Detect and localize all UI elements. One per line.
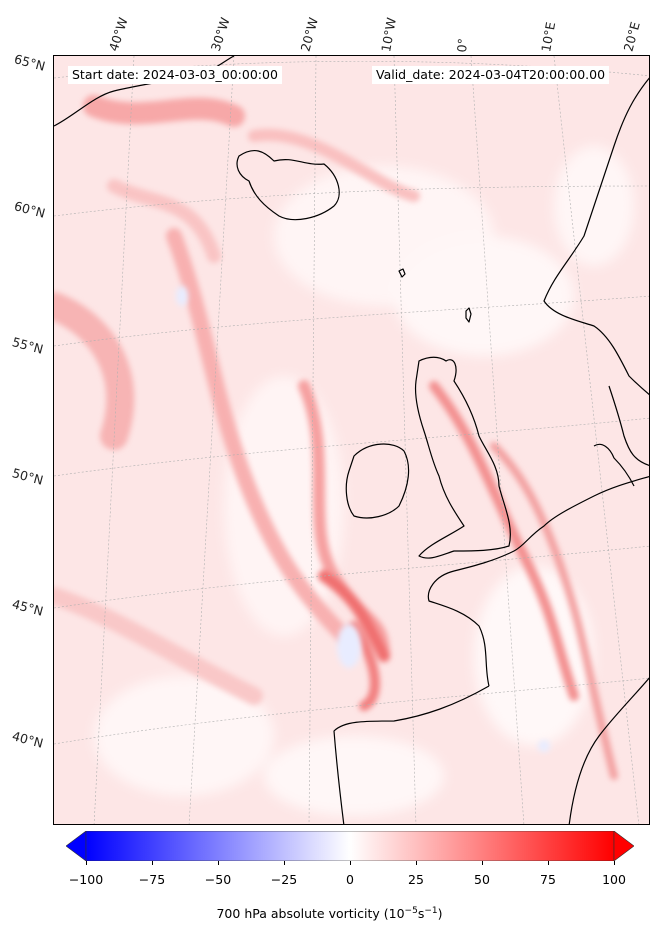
lon-label-10e: 10°E <box>538 20 559 53</box>
lon-label-0: 0° <box>454 37 471 53</box>
valid-date-label: Valid_date: 2024-03-04T20:00:00.00 <box>372 66 610 84</box>
cb-tick-label: 0 <box>346 872 354 887</box>
denmark-coast <box>608 385 649 466</box>
lon-label-10w: 10°W <box>378 16 399 53</box>
negative-vorticity-patches <box>176 286 550 752</box>
start-date-label: Start date: 2024-03-03_00:00:00 <box>68 66 282 84</box>
cb-tick-label: 100 <box>602 872 626 887</box>
cb-tick-label: 25 <box>408 872 424 887</box>
great-britain-coast <box>414 356 511 559</box>
cb-tick-label: −75 <box>138 872 166 887</box>
norway-coast <box>543 77 649 396</box>
iberia-north-coast <box>333 685 490 824</box>
iceland-coast <box>236 149 340 221</box>
cb-tick-label: 75 <box>540 872 556 887</box>
lat-label-45n: 45°N <box>10 596 45 619</box>
cb-tickmark <box>86 861 87 865</box>
colorbar-label-mid: s <box>417 906 425 922</box>
cb-tickmark <box>284 861 285 865</box>
sweden-coast <box>593 443 635 487</box>
cb-tick-label: 50 <box>474 872 490 887</box>
colorbar-min-extend <box>66 831 87 861</box>
colorbar-label-exp2: −1 <box>424 906 438 916</box>
cb-tickmark <box>350 861 351 865</box>
lon-label-20e: 20°E <box>620 20 643 54</box>
lat-label-50n: 50°N <box>10 465 45 488</box>
lon-label-40w: 40°W <box>105 15 131 53</box>
cb-tickmark <box>548 861 549 865</box>
colorbar-max-extend <box>613 831 634 861</box>
colorbar <box>66 831 634 861</box>
map-panel <box>53 55 650 825</box>
cb-tick-label: −50 <box>204 872 232 887</box>
lat-label-65n: 65°N <box>12 51 47 74</box>
ireland-coast <box>345 443 410 519</box>
mediterranean-coast <box>568 677 649 824</box>
lat-label-40n: 40°N <box>10 728 45 751</box>
shetland-islands <box>465 307 472 323</box>
continental-coast <box>427 475 649 687</box>
colorbar-gradient <box>85 831 615 861</box>
lon-label-20w: 20°W <box>297 15 321 53</box>
colorbar-label: 700 hPa absolute vorticity (10−5s−1) <box>0 906 659 921</box>
cb-tick-label: −100 <box>68 872 104 887</box>
lon-label-30w: 30°W <box>207 15 233 53</box>
vorticity-bands <box>54 95 618 780</box>
faroe-islands <box>398 268 406 278</box>
colorbar-label-exp1: −5 <box>404 906 418 916</box>
cb-tickmark <box>218 861 219 865</box>
colorbar-label-end: ) <box>437 906 443 922</box>
cb-tick-label: −25 <box>270 872 298 887</box>
colorbar-label-text: 700 hPa absolute vorticity (10 <box>216 906 405 922</box>
cb-tickmark <box>152 861 153 865</box>
cb-tickmark <box>614 861 615 865</box>
lat-label-60n: 60°N <box>12 198 47 221</box>
vorticity-map <box>54 56 649 824</box>
cb-tickmark <box>482 861 483 865</box>
graticule <box>54 56 649 824</box>
lat-label-55n: 55°N <box>10 334 45 357</box>
cb-tickmark <box>416 861 417 865</box>
